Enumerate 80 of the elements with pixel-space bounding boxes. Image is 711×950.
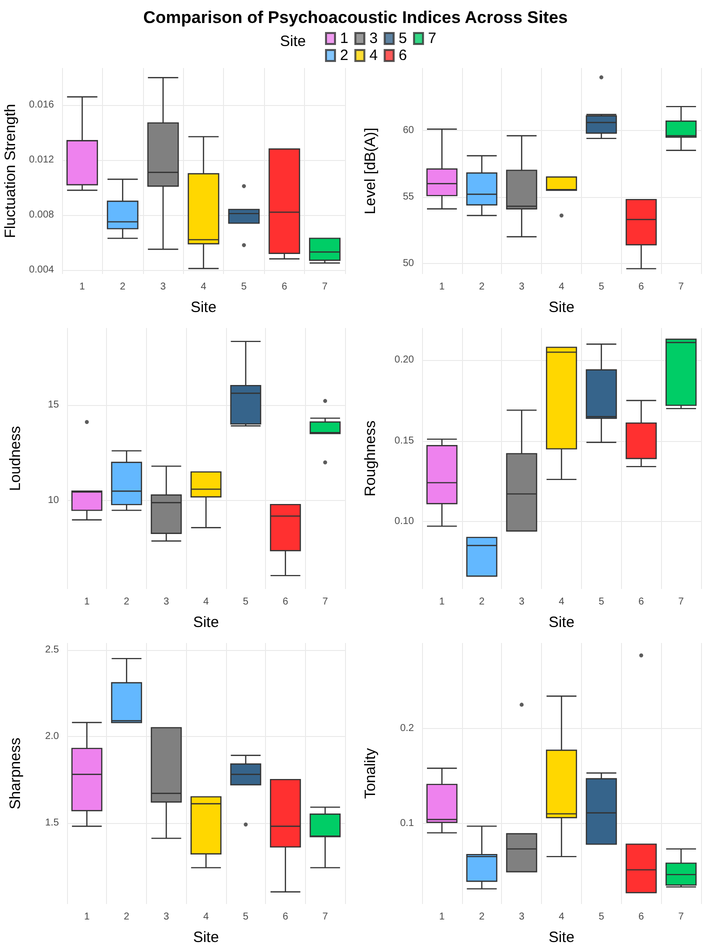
x-tick-label: 5 <box>598 282 605 292</box>
legend-label: 4 <box>369 47 378 64</box>
x-tick-label: 7 <box>322 282 328 292</box>
x-tick-label: 2 <box>120 282 126 292</box>
y-tick-label: 60 <box>402 124 414 136</box>
x-tick-label: 1 <box>439 596 446 608</box>
y-axis-title: Sharpness <box>7 738 24 810</box>
x-tick-label: 6 <box>282 596 289 608</box>
x-axis-title: Site <box>193 929 219 946</box>
x-tick-label: 6 <box>638 596 644 608</box>
x-tick-label: 5 <box>241 282 248 292</box>
y-axis-title: Roughness <box>362 420 379 496</box>
legend-label: 2 <box>340 47 348 64</box>
legend-label: 6 <box>398 47 408 64</box>
x-tick-label: 3 <box>164 596 170 608</box>
legend-label: 1 <box>340 30 348 47</box>
x-tick-label: 7 <box>678 912 684 922</box>
y-tick-label: 2.0 <box>45 730 60 742</box>
x-tick-label: 2 <box>479 282 486 292</box>
y-tick-label: 15 <box>48 399 60 410</box>
x-axis-title: Site <box>548 299 574 316</box>
y-axis-title: Loudness <box>7 426 24 492</box>
x-tick-label: 3 <box>164 912 170 922</box>
x-tick-label: 1 <box>84 912 90 922</box>
x-axis-title: Site <box>193 614 219 631</box>
y-tick-label: 0.004 <box>28 264 54 276</box>
x-tick-label: 5 <box>598 596 605 608</box>
x-tick-label: 5 <box>242 912 249 922</box>
x-tick-label: 1 <box>84 596 90 608</box>
y-tick-label: 0.20 <box>394 354 414 366</box>
chart-title: Comparison of Psychoacoustic Indices Across Sites <box>143 8 568 27</box>
y-tick-label: 0.1 <box>400 818 414 829</box>
y-tick-label: 0.008 <box>28 209 54 220</box>
y-axis-title: Level [dB(A)] <box>362 128 379 214</box>
x-tick-label: 3 <box>518 596 525 608</box>
y-tick-label: 55 <box>402 191 414 202</box>
y-tick-label: 0.012 <box>28 154 54 166</box>
x-tick-label: 5 <box>598 912 605 922</box>
legend-label: 3 <box>369 30 378 47</box>
x-tick-label: 2 <box>479 596 486 608</box>
legend-label: 5 <box>398 30 408 47</box>
x-tick-label: 7 <box>322 912 328 922</box>
y-tick-label: 0.15 <box>394 435 414 446</box>
y-tick-label: 10 <box>48 495 60 506</box>
x-tick-label: 7 <box>678 282 684 292</box>
x-tick-label: 4 <box>203 596 210 608</box>
y-axis-title: Fluctuation Strength <box>2 104 19 238</box>
x-tick-label: 4 <box>200 282 207 292</box>
x-tick-label: 3 <box>160 282 166 292</box>
x-tick-label: 4 <box>558 282 565 292</box>
x-tick-label: 2 <box>124 912 130 922</box>
x-tick-label: 7 <box>678 596 684 608</box>
y-tick-label: 0.2 <box>400 722 414 734</box>
y-tick-label: 0.10 <box>394 516 414 527</box>
y-tick-label: 2.5 <box>45 644 60 656</box>
x-tick-label: 6 <box>282 282 288 292</box>
x-tick-label: 4 <box>558 912 565 922</box>
x-tick-label: 1 <box>439 912 446 922</box>
legend-title: Site <box>280 33 306 50</box>
x-tick-label: 4 <box>558 596 565 608</box>
legend-label: 7 <box>428 30 436 47</box>
x-tick-label: 6 <box>638 282 644 292</box>
y-axis-title: Tonality <box>362 748 379 799</box>
x-tick-label: 2 <box>479 912 486 922</box>
y-tick-label: 1.5 <box>45 817 60 828</box>
x-tick-label: 6 <box>282 912 289 922</box>
x-tick-label: 7 <box>322 596 328 608</box>
x-axis-title: Site <box>548 614 574 631</box>
x-tick-label: 5 <box>242 596 249 608</box>
x-tick-label: 6 <box>638 912 644 922</box>
x-tick-label: 3 <box>518 282 525 292</box>
x-tick-label: 1 <box>79 282 86 292</box>
x-axis-title: Site <box>548 929 574 946</box>
y-tick-label: 50 <box>402 258 414 269</box>
x-tick-label: 1 <box>439 282 446 292</box>
x-axis-title: Site <box>190 299 216 316</box>
x-tick-label: 4 <box>203 912 210 922</box>
x-tick-label: 2 <box>124 596 130 608</box>
x-tick-label: 3 <box>518 912 525 922</box>
y-tick-label: 0.016 <box>28 100 54 111</box>
